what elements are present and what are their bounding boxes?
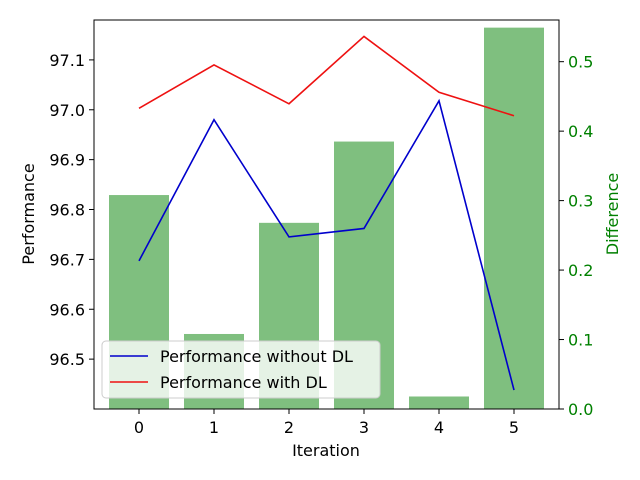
series-line-without-dl — [138, 98, 515, 391]
legend-box — [101, 340, 381, 399]
y-tick-label: 96.8 — [49, 201, 85, 220]
y2-tick-label: 0.3 — [568, 192, 593, 211]
y2-axis-ticks: 0.0 0.1 0.2 0.3 0.4 0.5 — [559, 53, 593, 419]
legend: Performance without DL Performance with … — [101, 340, 381, 399]
legend-label-with-dl: Performance with DL — [160, 373, 327, 392]
y2-tick-label: 0.1 — [568, 331, 593, 350]
y2-tick-label: 0.5 — [568, 53, 593, 72]
difference-bar — [484, 27, 544, 409]
x-axis-label: Iteration — [292, 441, 360, 460]
y2-tick-label: 0.0 — [568, 400, 593, 419]
y-tick-label: 96.6 — [49, 300, 85, 319]
plot-frame — [93, 19, 560, 410]
y-axis-label: Performance — [19, 163, 38, 264]
x-tick-label: 5 — [509, 418, 519, 437]
y-tick-label: 97.1 — [49, 51, 85, 70]
y-tick-label: 96.7 — [49, 250, 85, 269]
x-tick-label: 1 — [209, 418, 219, 437]
y-tick-label: 97.0 — [49, 101, 85, 120]
series-line-with-dl — [138, 35, 515, 117]
x-tick-label: 4 — [434, 418, 444, 437]
x-axis-ticks: 0 1 2 3 4 5 — [134, 409, 519, 437]
legend-label-without-dl: Performance without DL — [160, 347, 353, 366]
y2-tick-label: 0.4 — [568, 122, 593, 141]
y-axis-ticks: 96.5 96.6 96.7 96.8 96.9 97.0 97.1 — [49, 51, 94, 369]
performance-lines — [138, 35, 515, 391]
x-tick-label: 3 — [359, 418, 369, 437]
x-tick-label: 0 — [134, 418, 144, 437]
y-tick-label: 96.5 — [49, 350, 85, 369]
x-tick-label: 2 — [284, 418, 294, 437]
y2-tick-label: 0.2 — [568, 261, 593, 280]
y2-axis-label: Difference — [603, 173, 622, 255]
y-tick-label: 96.9 — [49, 151, 85, 170]
difference-bar — [409, 396, 469, 409]
